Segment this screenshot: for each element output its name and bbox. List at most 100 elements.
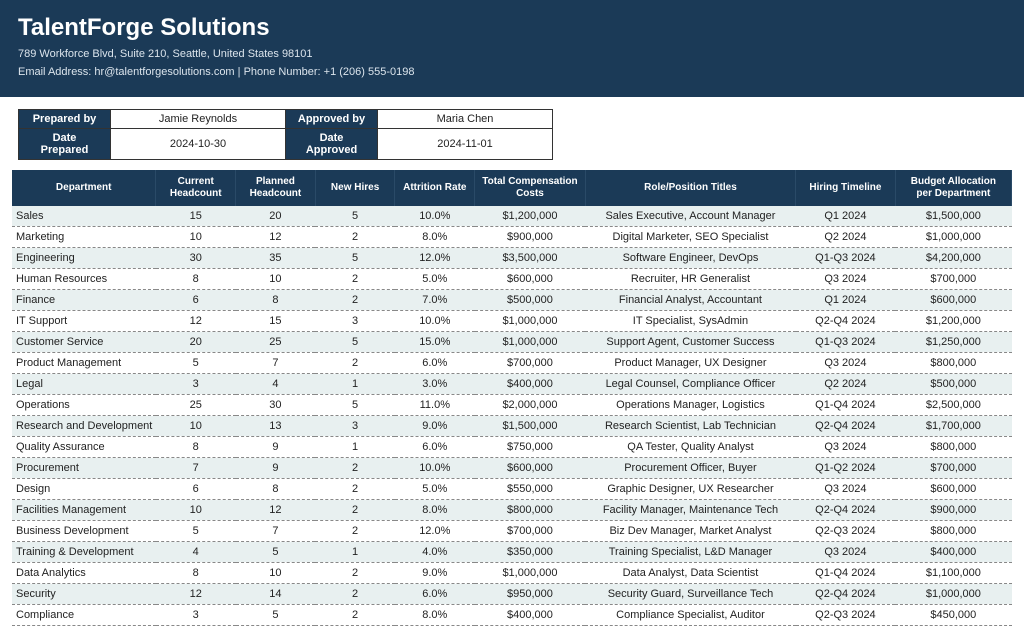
cell-14-0: Facilities Management	[12, 500, 156, 521]
cell-14-6: Facility Manager, Maintenance Tech	[585, 500, 795, 521]
cell-9-0: Operations	[12, 395, 156, 416]
cell-7-0: Product Management	[12, 353, 156, 374]
table-row: Quality Assurance8916.0%$750,000QA Teste…	[12, 437, 1012, 458]
cell-14-8: $900,000	[895, 500, 1011, 521]
cell-13-1: 6	[156, 479, 236, 500]
cell-5-1: 12	[156, 311, 236, 332]
cell-16-5: $350,000	[475, 542, 586, 563]
cell-0-7: Q1 2024	[796, 206, 896, 227]
meta-row-1: Prepared by Jamie Reynolds Approved by M…	[19, 110, 553, 129]
cell-11-4: 6.0%	[395, 437, 475, 458]
cell-18-8: $1,000,000	[895, 584, 1011, 605]
cell-1-6: Digital Marketer, SEO Specialist	[585, 227, 795, 248]
col-header-1: CurrentHeadcount	[156, 170, 236, 206]
cell-0-3: 5	[315, 206, 395, 227]
cell-16-1: 4	[156, 542, 236, 563]
cell-7-7: Q3 2024	[796, 353, 896, 374]
cell-16-7: Q3 2024	[796, 542, 896, 563]
col-header-2: PlannedHeadcount	[236, 170, 316, 206]
cell-14-1: 10	[156, 500, 236, 521]
cell-10-5: $1,500,000	[475, 416, 586, 437]
cell-9-4: 11.0%	[395, 395, 475, 416]
cell-6-1: 20	[156, 332, 236, 353]
cell-12-3: 2	[315, 458, 395, 479]
meta-table: Prepared by Jamie Reynolds Approved by M…	[18, 109, 553, 160]
cell-13-3: 2	[315, 479, 395, 500]
cell-12-0: Procurement	[12, 458, 156, 479]
cell-14-2: 12	[236, 500, 316, 521]
page-header: TalentForge Solutions 789 Workforce Blvd…	[0, 0, 1024, 97]
cell-17-2: 10	[236, 563, 316, 584]
cell-5-5: $1,000,000	[475, 311, 586, 332]
cell-7-4: 6.0%	[395, 353, 475, 374]
cell-11-5: $750,000	[475, 437, 586, 458]
cell-17-3: 2	[315, 563, 395, 584]
cell-4-5: $500,000	[475, 290, 586, 311]
meta-section: Prepared by Jamie Reynolds Approved by M…	[0, 97, 1024, 166]
cell-7-6: Product Manager, UX Designer	[585, 353, 795, 374]
col-header-6: Role/Position Titles	[585, 170, 795, 206]
cell-2-6: Software Engineer, DevOps	[585, 248, 795, 269]
cell-12-2: 9	[236, 458, 316, 479]
table-body: Sales1520510.0%$1,200,000Sales Executive…	[12, 206, 1012, 626]
cell-2-3: 5	[315, 248, 395, 269]
cell-11-8: $800,000	[895, 437, 1011, 458]
cell-4-1: 6	[156, 290, 236, 311]
cell-17-6: Data Analyst, Data Scientist	[585, 563, 795, 584]
cell-0-5: $1,200,000	[475, 206, 586, 227]
cell-13-7: Q3 2024	[796, 479, 896, 500]
table-row: Business Development57212.0%$700,000Biz …	[12, 521, 1012, 542]
cell-15-0: Business Development	[12, 521, 156, 542]
cell-0-6: Sales Executive, Account Manager	[585, 206, 795, 227]
cell-9-7: Q1-Q4 2024	[796, 395, 896, 416]
cell-19-7: Q2-Q3 2024	[796, 605, 896, 626]
cell-15-8: $800,000	[895, 521, 1011, 542]
cell-16-8: $400,000	[895, 542, 1011, 563]
cell-0-8: $1,500,000	[895, 206, 1011, 227]
table-header-row: DepartmentCurrentHeadcountPlannedHeadcou…	[12, 170, 1012, 206]
cell-2-0: Engineering	[12, 248, 156, 269]
col-header-3: New Hires	[315, 170, 395, 206]
cell-0-0: Sales	[12, 206, 156, 227]
cell-1-4: 8.0%	[395, 227, 475, 248]
cell-9-5: $2,000,000	[475, 395, 586, 416]
cell-4-0: Finance	[12, 290, 156, 311]
data-section: DepartmentCurrentHeadcountPlannedHeadcou…	[0, 166, 1024, 638]
cell-8-2: 4	[236, 374, 316, 395]
cell-13-8: $600,000	[895, 479, 1011, 500]
approved-by-value: Maria Chen	[378, 110, 553, 129]
cell-9-8: $2,500,000	[895, 395, 1011, 416]
cell-11-0: Quality Assurance	[12, 437, 156, 458]
cell-9-1: 25	[156, 395, 236, 416]
cell-2-4: 12.0%	[395, 248, 475, 269]
table-row: Engineering3035512.0%$3,500,000Software …	[12, 248, 1012, 269]
cell-10-1: 10	[156, 416, 236, 437]
cell-5-8: $1,200,000	[895, 311, 1011, 332]
cell-8-5: $400,000	[475, 374, 586, 395]
table-row: Marketing101228.0%$900,000Digital Market…	[12, 227, 1012, 248]
cell-6-8: $1,250,000	[895, 332, 1011, 353]
cell-5-0: IT Support	[12, 311, 156, 332]
cell-13-4: 5.0%	[395, 479, 475, 500]
cell-17-7: Q1-Q4 2024	[796, 563, 896, 584]
cell-10-6: Research Scientist, Lab Technician	[585, 416, 795, 437]
cell-16-2: 5	[236, 542, 316, 563]
col-header-8: Budget Allocationper Department	[895, 170, 1011, 206]
cell-14-3: 2	[315, 500, 395, 521]
cell-18-2: 14	[236, 584, 316, 605]
cell-8-4: 3.0%	[395, 374, 475, 395]
cell-19-8: $450,000	[895, 605, 1011, 626]
cell-6-0: Customer Service	[12, 332, 156, 353]
cell-1-5: $900,000	[475, 227, 586, 248]
cell-13-5: $550,000	[475, 479, 586, 500]
cell-19-6: Compliance Specialist, Auditor	[585, 605, 795, 626]
table-row: Operations2530511.0%$2,000,000Operations…	[12, 395, 1012, 416]
cell-10-4: 9.0%	[395, 416, 475, 437]
cell-19-4: 8.0%	[395, 605, 475, 626]
cell-3-4: 5.0%	[395, 269, 475, 290]
cell-4-2: 8	[236, 290, 316, 311]
cell-18-5: $950,000	[475, 584, 586, 605]
table-row: Research and Development101339.0%$1,500,…	[12, 416, 1012, 437]
cell-6-5: $1,000,000	[475, 332, 586, 353]
cell-4-4: 7.0%	[395, 290, 475, 311]
